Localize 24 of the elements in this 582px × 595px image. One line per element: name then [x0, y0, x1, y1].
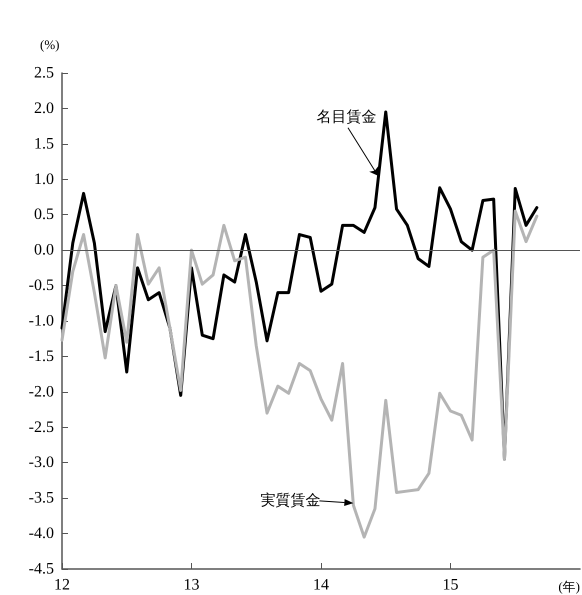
y-tick-label: -2.0	[28, 383, 54, 400]
line-series	[60, 210, 538, 539]
y-tick-label: -3.0	[28, 454, 54, 472]
y-tick-label: 0.0	[34, 242, 54, 259]
annotation: 実質賃金	[260, 492, 320, 509]
y-tick-label: 1.0	[34, 170, 54, 188]
y-tick-label: 0.5	[34, 206, 54, 224]
y-tick-label: -0.5	[28, 277, 54, 294]
y-tick-label: 1.5	[34, 135, 54, 152]
y-tick-label: -4.0	[28, 525, 54, 542]
y-tick-label: -3.5	[28, 490, 54, 507]
y-tick-label: 2.0	[34, 100, 54, 117]
y-tick-label: -4.5	[28, 560, 54, 578]
x-tick-label: 15	[442, 576, 458, 594]
y-tick-label: -2.5	[28, 418, 54, 436]
y-tick-label: -1.0	[28, 312, 54, 330]
x-tick-label: 12	[54, 576, 70, 594]
x-tick-label: 13	[184, 576, 200, 594]
annotation: 名目賃金	[316, 108, 376, 126]
y-tick-label: 2.5	[34, 64, 54, 82]
x-tick-label: 14	[313, 576, 329, 594]
y-tick-label: -1.5	[28, 348, 54, 365]
x-axis-title: (年)	[558, 579, 580, 594]
y-axis-title: (%)	[40, 37, 60, 52]
